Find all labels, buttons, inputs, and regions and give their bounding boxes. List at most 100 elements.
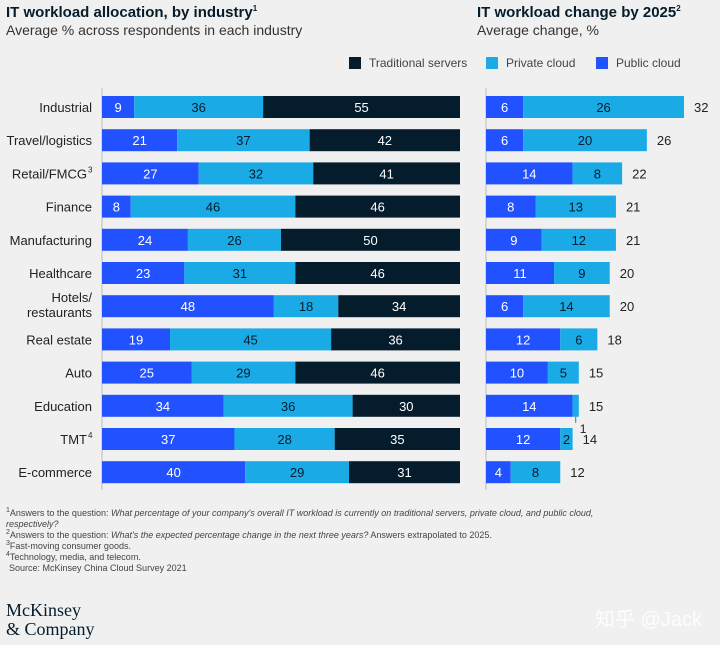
bar-segment-private-cloud <box>223 394 353 417</box>
change-bar-private-cloud <box>523 129 647 152</box>
bar-value-label: 19 <box>129 332 143 347</box>
bar-value-label: 32 <box>249 166 263 181</box>
change-total-label: 18 <box>607 332 621 347</box>
category-label-2: Retail/FMCG <box>12 166 87 181</box>
category-label-0: Industrial <box>39 100 92 115</box>
change-bar-public-cloud <box>486 162 573 185</box>
legend-swatch-2 <box>596 57 608 69</box>
change-bar-public-cloud <box>486 461 511 484</box>
change-total-label: 26 <box>657 133 671 148</box>
bar-value-label: 37 <box>236 133 250 148</box>
bar-value-label: 36 <box>388 332 402 347</box>
logo-line-2: & Company <box>6 619 95 639</box>
bar-segment-public-cloud <box>102 162 199 185</box>
change-bar-public-cloud <box>486 361 548 384</box>
category-label-5: Healthcare <box>29 266 92 281</box>
bar-value-label: 9 <box>114 100 121 115</box>
left-chart-subtitle: Average % across respondents in each ind… <box>6 22 303 38</box>
change-total-label: 15 <box>589 399 603 414</box>
footnote-3-text: Fast-moving consumer goods. <box>9 541 131 551</box>
bar-value-label: 28 <box>277 432 291 447</box>
change-bar-private-cloud <box>572 394 579 417</box>
bar-value-label: 31 <box>233 266 247 281</box>
bar-segment-public-cloud <box>102 361 192 384</box>
bar-value-label: 34 <box>156 399 170 414</box>
bar-value-label: 18 <box>299 299 313 314</box>
change-bar-private-cloud <box>523 96 684 118</box>
change-total-label: 20 <box>620 266 634 281</box>
bar-segment-traditional-servers <box>349 461 460 484</box>
bar-segment-traditional-servers <box>295 195 460 218</box>
bar-value-label: 36 <box>191 100 205 115</box>
chart-canvas: Traditional servers Private cloud Public c… <box>7 56 708 490</box>
bar-value-label: 50 <box>363 233 377 248</box>
legend-label-0: Traditional servers <box>369 56 467 70</box>
bar-value-label: 21 <box>132 133 146 148</box>
change-bar-private-cloud <box>572 162 623 185</box>
logo-line-1: McKinsey <box>6 600 81 620</box>
change-value-label: 6 <box>501 100 508 115</box>
right-chart-title: IT workload change by 20252 <box>477 4 681 21</box>
change-value-label: 20 <box>578 133 592 148</box>
bar-value-label: 29 <box>236 366 250 381</box>
bar-segment-private-cloud <box>198 162 314 185</box>
footnotes: 1Answers to the question: What percentag… <box>6 507 636 574</box>
change-bar-public-cloud <box>486 262 555 284</box>
change-value-label: 26 <box>596 100 610 115</box>
change-value-label: 12 <box>516 332 530 347</box>
change-total-label: 12 <box>570 465 584 480</box>
bar-segment-traditional-servers <box>295 361 460 384</box>
bar-value-label: 26 <box>227 233 241 248</box>
change-bar-public-cloud <box>486 195 536 218</box>
bar-segment-traditional-servers <box>281 228 460 251</box>
left-title-text: IT workload allocation, by industry <box>6 4 253 21</box>
change-bar-public-cloud <box>486 228 542 251</box>
category-label-1: Travel/logistics <box>7 133 93 148</box>
footnote-3: 3Fast-moving consumer goods. <box>6 540 636 552</box>
bar-value-label: 41 <box>379 166 393 181</box>
bar-segment-public-cloud <box>102 461 246 484</box>
change-bar-public-cloud <box>486 96 524 118</box>
bar-value-label: 37 <box>161 432 175 447</box>
footnote-1-mark: 1 <box>6 507 10 514</box>
bar-value-label: 29 <box>290 465 304 480</box>
change-value-label: 11 <box>513 266 527 281</box>
change-value-label: 12 <box>516 432 530 447</box>
bar-segment-public-cloud <box>102 394 224 417</box>
bar-segment-private-cloud <box>273 295 339 318</box>
footnote-1: 1Answers to the question: What percentag… <box>6 507 636 530</box>
bar-value-label: 45 <box>243 332 257 347</box>
bar-value-label: 46 <box>370 366 384 381</box>
bar-segment-private-cloud <box>187 228 281 251</box>
change-total-label: 20 <box>620 299 634 314</box>
bar-segment-private-cloud <box>245 461 350 484</box>
mckinsey-logo: McKinsey & Company <box>6 601 95 639</box>
footnote-3-mark: 3 <box>6 540 10 547</box>
bar-value-label: 48 <box>181 299 195 314</box>
bar-segment-public-cloud <box>102 129 178 152</box>
change-bar-private-cloud <box>547 361 579 384</box>
footnote-2-suffix: Answers extrapolated to 2025. <box>368 530 492 540</box>
change-bar-private-cloud <box>560 428 573 450</box>
change-value-label: 4 <box>495 465 502 480</box>
right-title-note: 2 <box>676 4 681 13</box>
bar-segment-public-cloud <box>102 328 171 351</box>
bar-value-label: 25 <box>140 366 154 381</box>
bar-segment-traditional-servers <box>295 262 460 284</box>
bar-value-label: 34 <box>392 299 406 314</box>
change-bar-public-cloud <box>486 129 524 152</box>
change-total-label: 15 <box>589 366 603 381</box>
change-total-label: 22 <box>632 166 646 181</box>
category-label-11: E-commerce <box>18 465 92 480</box>
change-value-label: 10 <box>510 366 524 381</box>
source-note: Source: McKinsey China Cloud Survey 2021 <box>9 563 187 573</box>
change-total-label: 21 <box>626 233 640 248</box>
bar-value-label: 24 <box>138 233 152 248</box>
change-bar-private-cloud <box>510 461 561 484</box>
bar-segment-private-cloud <box>191 361 296 384</box>
change-value-label: 9 <box>510 233 517 248</box>
category-label-7: Real estate <box>26 332 92 347</box>
change-value-label: 8 <box>532 465 539 480</box>
footnote-1-text: Answers to the question: <box>9 508 111 518</box>
change-value-label: 13 <box>568 200 582 215</box>
